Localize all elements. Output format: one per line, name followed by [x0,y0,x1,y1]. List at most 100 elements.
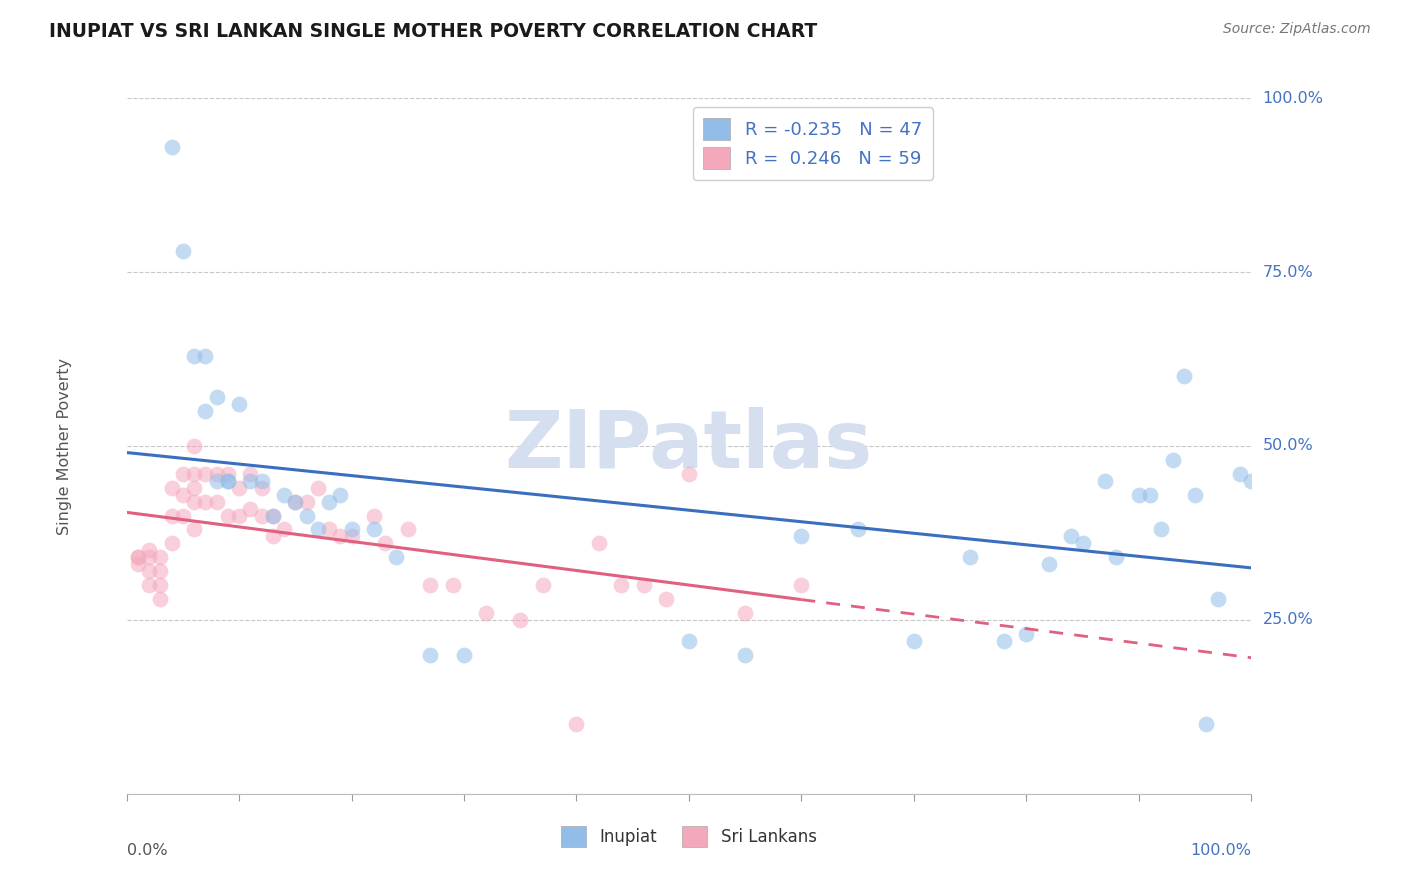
Point [160,481,183,495]
Point [284,494,307,508]
Point [903,633,925,648]
Point [284,494,307,508]
Point [262,508,284,523]
Point [307,481,329,495]
Point [790,529,813,543]
Point [374,536,396,550]
Point [239,501,262,516]
Point [678,633,700,648]
Point [239,467,262,481]
Point [217,474,239,488]
Point [217,508,239,523]
Point [1184,488,1206,502]
Point [1173,369,1195,384]
Text: 0.0%: 0.0% [127,843,167,857]
Point [172,467,194,481]
Point [1105,550,1128,565]
Point [1240,474,1263,488]
Point [363,523,385,537]
Point [183,481,205,495]
Point [396,523,419,537]
Point [385,550,408,565]
Point [329,488,352,502]
Point [307,523,329,537]
Text: 100.0%: 100.0% [1263,91,1323,105]
Point [160,508,183,523]
Point [149,564,172,578]
Point [172,508,194,523]
Point [1060,529,1083,543]
Point [509,613,531,627]
Point [217,467,239,481]
Point [340,529,363,543]
Point [588,536,610,550]
Point [183,494,205,508]
Point [228,397,250,411]
Point [127,550,149,565]
Point [633,578,655,592]
Point [217,474,239,488]
Point [228,481,250,495]
Point [239,474,262,488]
Point [340,523,363,537]
Point [1094,474,1116,488]
Point [160,140,183,154]
Point [194,467,217,481]
Point [149,592,172,607]
Point [183,523,205,537]
Point [138,564,160,578]
Point [531,578,554,592]
Point [149,578,172,592]
Point [149,550,172,565]
Point [959,550,981,565]
Text: 25.0%: 25.0% [1263,613,1313,627]
Legend: Inupiat, Sri Lankans: Inupiat, Sri Lankans [553,818,825,855]
Point [1071,536,1094,550]
Point [205,467,228,481]
Point [250,481,273,495]
Point [160,536,183,550]
Point [419,648,441,662]
Point [127,550,149,565]
Point [205,474,228,488]
Point [1195,717,1218,731]
Point [1150,523,1173,537]
Point [1015,627,1038,641]
Point [250,508,273,523]
Point [205,390,228,404]
Point [1038,558,1060,572]
Point [363,508,385,523]
Point [205,494,228,508]
Point [318,523,340,537]
Text: 50.0%: 50.0% [1263,439,1313,453]
Point [1128,488,1150,502]
Point [228,508,250,523]
Text: Single Mother Poverty: Single Mother Poverty [58,358,72,534]
Point [453,648,475,662]
Text: 100.0%: 100.0% [1191,843,1251,857]
Text: ZIPatlas: ZIPatlas [505,407,873,485]
Point [993,633,1015,648]
Point [318,494,340,508]
Point [610,578,633,592]
Point [295,508,318,523]
Point [734,648,756,662]
Point [138,550,160,565]
Point [475,606,498,620]
Point [273,488,295,502]
Point [790,578,813,592]
Point [262,529,284,543]
Point [183,439,205,453]
Point [194,349,217,363]
Point [127,558,149,572]
Point [1206,592,1229,607]
Point [138,578,160,592]
Point [329,529,352,543]
Point [419,578,441,592]
Text: Source: ZipAtlas.com: Source: ZipAtlas.com [1223,22,1371,37]
Point [183,349,205,363]
Point [1161,453,1184,467]
Point [441,578,464,592]
Point [565,717,588,731]
Point [1229,467,1251,481]
